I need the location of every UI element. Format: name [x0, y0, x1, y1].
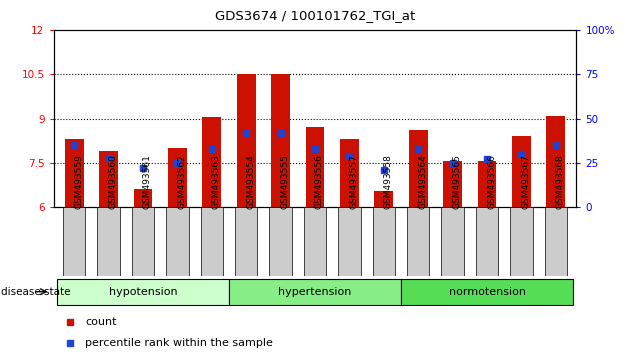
FancyBboxPatch shape	[229, 279, 401, 305]
FancyBboxPatch shape	[270, 207, 292, 276]
FancyBboxPatch shape	[338, 207, 360, 276]
Text: GSM493567: GSM493567	[522, 154, 530, 209]
Text: GSM493562: GSM493562	[178, 154, 186, 209]
Bar	[340, 139, 359, 207]
Text: GSM493554: GSM493554	[246, 154, 255, 209]
FancyBboxPatch shape	[544, 207, 567, 276]
FancyBboxPatch shape	[200, 207, 223, 276]
Bar	[168, 148, 187, 207]
Bar	[271, 74, 290, 207]
Text: GSM493563: GSM493563	[212, 154, 220, 209]
Bar	[65, 139, 84, 207]
Bar	[202, 117, 221, 207]
Bar	[546, 116, 565, 207]
Bar	[409, 130, 428, 207]
Text: GSM493555: GSM493555	[280, 154, 290, 209]
Bar	[443, 161, 462, 207]
Text: hypotension: hypotension	[109, 287, 177, 297]
Text: GSM493559: GSM493559	[74, 154, 83, 209]
FancyBboxPatch shape	[407, 207, 430, 276]
Text: GSM493557: GSM493557	[350, 154, 358, 209]
Bar	[478, 161, 496, 207]
Bar	[512, 136, 531, 207]
FancyBboxPatch shape	[235, 207, 258, 276]
FancyBboxPatch shape	[304, 207, 326, 276]
Text: percentile rank within the sample: percentile rank within the sample	[85, 338, 273, 348]
FancyBboxPatch shape	[57, 279, 229, 305]
FancyBboxPatch shape	[98, 207, 120, 276]
Text: GSM493561: GSM493561	[143, 154, 152, 209]
Text: GSM493566: GSM493566	[487, 154, 496, 209]
FancyBboxPatch shape	[510, 207, 532, 276]
Text: GSM493556: GSM493556	[315, 154, 324, 209]
Bar	[134, 189, 152, 207]
Bar	[99, 151, 118, 207]
Bar	[306, 127, 324, 207]
Bar	[374, 191, 393, 207]
FancyBboxPatch shape	[166, 207, 188, 276]
Text: disease state: disease state	[1, 287, 71, 297]
Text: normotension: normotension	[449, 287, 525, 297]
Text: GSM493565: GSM493565	[452, 154, 462, 209]
FancyBboxPatch shape	[401, 279, 573, 305]
FancyBboxPatch shape	[476, 207, 498, 276]
FancyBboxPatch shape	[442, 207, 464, 276]
Text: hypertension: hypertension	[278, 287, 352, 297]
FancyBboxPatch shape	[132, 207, 154, 276]
Text: count: count	[85, 316, 117, 327]
Text: GSM493568: GSM493568	[556, 154, 565, 209]
Text: GSM493558: GSM493558	[384, 154, 392, 209]
Bar	[237, 74, 256, 207]
Text: GDS3674 / 100101762_TGI_at: GDS3674 / 100101762_TGI_at	[215, 9, 415, 22]
Text: GSM493564: GSM493564	[418, 154, 427, 209]
Text: GSM493560: GSM493560	[108, 154, 118, 209]
FancyBboxPatch shape	[372, 207, 395, 276]
FancyBboxPatch shape	[63, 207, 86, 276]
